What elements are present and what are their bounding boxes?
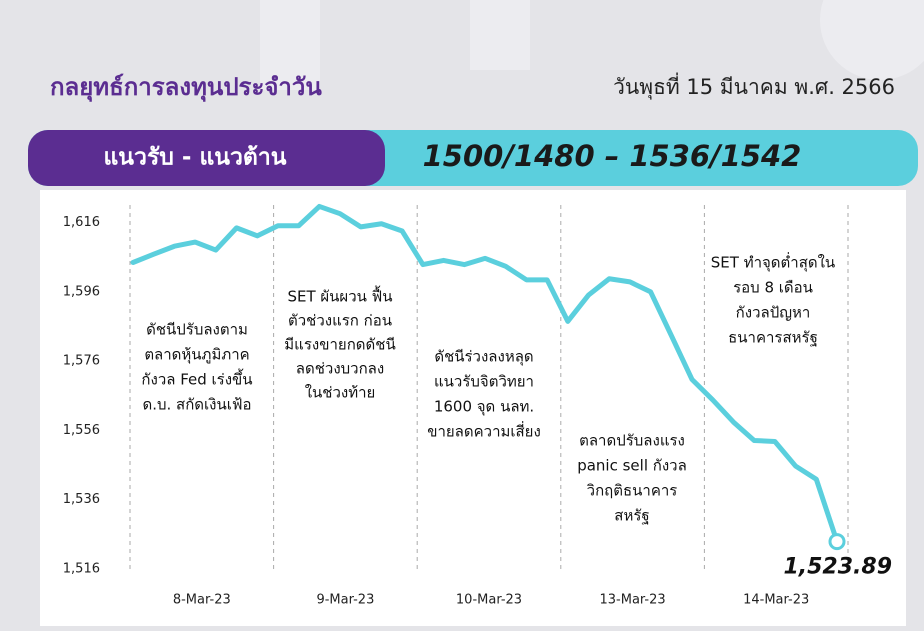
annotation: 1600 จุด นลท.: [434, 398, 534, 417]
annotation: มีแรงขายกดดัชนี: [284, 336, 395, 354]
x-tick-label: 10-Mar-23: [456, 593, 522, 608]
annotation: ดัชนีปรับลงตาม: [146, 321, 248, 339]
title: กลยุทธ์การลงทุนประจำวัน: [50, 73, 322, 103]
value-label: 1,523.89: [783, 555, 892, 580]
annotation: แนวรับจิตวิทยา: [434, 373, 534, 391]
annotation: SET ผันผวน ฟื้น: [287, 286, 392, 306]
y-tick-label: 1,516: [63, 561, 100, 576]
band-label-bg: [28, 130, 385, 186]
band-value: 1500/1480 – 1536/1542: [423, 139, 802, 173]
annotation: ตลาดหุ้นภูมิภาค: [144, 346, 249, 365]
annotation: ตลาดปรับลงแรง: [579, 432, 685, 450]
x-tick-label: 13-Mar-23: [600, 593, 666, 608]
y-tick-label: 1,576: [63, 354, 100, 369]
y-tick-label: 1,616: [63, 215, 100, 230]
decor: [470, 0, 530, 70]
annotation: กังวลปัญหา: [736, 304, 811, 322]
y-tick-label: 1,596: [63, 284, 100, 299]
decor: [820, 0, 924, 80]
x-tick-label: 9-Mar-23: [316, 593, 374, 608]
annotation: รอบ 8 เดือน: [733, 279, 813, 297]
annotation: ขายลดความเสี่ยง: [427, 421, 541, 441]
decor: [260, 0, 320, 90]
end-marker: [828, 533, 846, 551]
annotation: ลดช่วงบวกลง: [296, 360, 384, 378]
annotation: panic sell กังวล: [577, 457, 687, 475]
annotation: สหรัฐ: [614, 507, 649, 525]
annotation: ในช่วงท้าย: [305, 384, 376, 402]
annotation: ดัชนีร่วงลงหลุด: [434, 348, 533, 367]
line: [130, 203, 840, 545]
y-tick-label: 1,556: [63, 423, 100, 438]
x-tick-label: 8-Mar-23: [173, 593, 231, 608]
annotation: ธนาคารสหรัฐ: [728, 329, 818, 347]
y-tick-label: 1,536: [63, 492, 100, 507]
annotation: วิกฤติธนาคาร: [586, 482, 677, 500]
band-label: แนวรับ - แนวต้าน: [103, 145, 286, 171]
annotation: ด.บ. สกัดเงินเฟ้อ: [142, 396, 251, 414]
x-tick-label: 14-Mar-23: [743, 593, 809, 608]
annotation: ตัวช่วงแรก ก่อน: [288, 312, 392, 330]
date: วันพุธที่ 15 มีนาคม พ.ศ. 2566: [613, 72, 895, 100]
annotation: SET ทำจุดต่ำสุดใน: [711, 252, 835, 273]
annotation: กังวล Fed เร่งขึ้น: [141, 369, 252, 389]
